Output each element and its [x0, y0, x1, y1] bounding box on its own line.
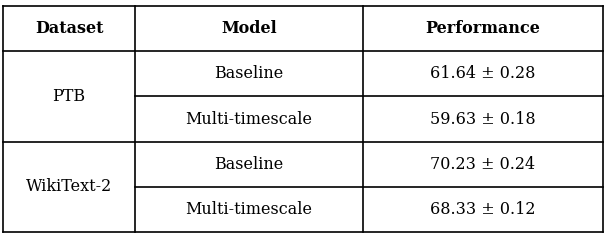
Text: Multi-timescale: Multi-timescale — [185, 110, 313, 128]
Text: WikiText-2: WikiText-2 — [26, 178, 112, 195]
Text: Baseline: Baseline — [215, 156, 284, 173]
Text: Model: Model — [221, 20, 277, 37]
Text: Dataset: Dataset — [35, 20, 103, 37]
Text: Multi-timescale: Multi-timescale — [185, 201, 313, 218]
Text: 59.63 ± 0.18: 59.63 ± 0.18 — [430, 110, 536, 128]
Text: Performance: Performance — [425, 20, 541, 37]
Text: 70.23 ± 0.24: 70.23 ± 0.24 — [430, 156, 536, 173]
Text: Baseline: Baseline — [215, 65, 284, 82]
Text: 68.33 ± 0.12: 68.33 ± 0.12 — [430, 201, 536, 218]
Text: PTB: PTB — [53, 88, 85, 105]
Text: 61.64 ± 0.28: 61.64 ± 0.28 — [430, 65, 536, 82]
